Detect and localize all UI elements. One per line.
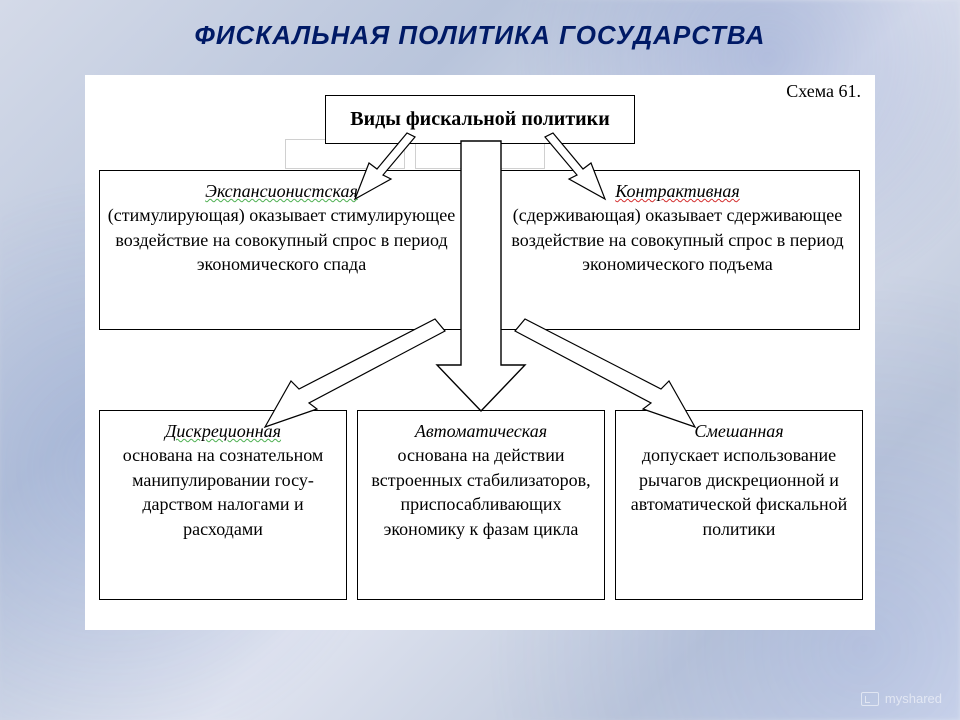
node-mixed: Смешанная допускает исполь­зование рычаг… — [615, 410, 863, 600]
node-body: основана на действии встроенных стабили­… — [371, 445, 590, 539]
node-automatic: Автоматическая основана на действии встр… — [357, 410, 605, 600]
root-label: Виды фискальной политики — [350, 108, 609, 130]
node-body: (стимулирующая) оказывает стимулирующее … — [108, 205, 456, 274]
node-contractive: Контрактивная (сдерживающая) оказывает с… — [495, 170, 860, 330]
grid-artifact — [465, 170, 495, 330]
node-heading: Автоматическая — [364, 419, 598, 443]
watermark-text: myshared — [885, 691, 942, 706]
watermark: myshared — [861, 691, 942, 706]
node-heading: Контрактивная — [502, 179, 853, 203]
watermark-icon — [861, 692, 879, 706]
scheme-number-label: Схема 61. — [786, 81, 861, 102]
root-node: Виды фискальной политики — [325, 95, 635, 144]
node-heading: Дискреционная — [106, 419, 340, 443]
node-heading: Экспансионистская — [106, 179, 457, 203]
node-heading: Смешанная — [622, 419, 856, 443]
diagram-canvas: Схема 61. Виды фискальной политики Экспа… — [85, 75, 875, 630]
node-body: допускает исполь­зование рычагов дискрец… — [631, 445, 847, 539]
grid-artifact — [465, 245, 495, 247]
node-discretionary: Дискреционная основана на созна­тельном … — [99, 410, 347, 600]
slide-title: ФИСКАЛЬНАЯ ПОЛИТИКА ГОСУДАРСТВА — [0, 20, 960, 51]
node-expansionist: Экспансионистская (стимулирующая) оказыв… — [99, 170, 464, 330]
node-body: (сдерживающая) оказывает сдерживающее во… — [511, 205, 843, 274]
node-body: основана на созна­тельном манипу­лирован… — [123, 445, 324, 539]
